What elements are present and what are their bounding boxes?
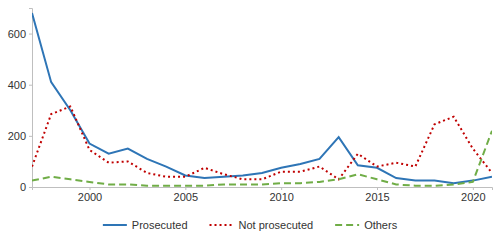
y-axis: 0 200 400 600 [8,9,33,194]
legend-label: Prosecuted [132,219,188,231]
x-tick-label: 2020 [461,191,485,203]
legend-item: Others [335,219,398,231]
y-tick-mark [29,85,32,86]
x-tick: 2015 [365,187,389,203]
x-tick-label: 2005 [174,191,198,203]
y-axis-line [29,9,33,188]
x-tick-label: 2015 [365,191,389,203]
legend-item: Prosecuted [103,219,188,231]
x-tick: 2020 [461,187,485,203]
x-axis-line [33,188,493,191]
y-tick-label: 600 [8,28,26,40]
y-tick-label: 400 [8,79,26,91]
series-line [32,13,492,183]
y-tick-mark [29,34,32,35]
x-tick-mark [185,187,186,190]
legend: Prosecuted Not prosecuted Others [103,219,398,231]
x-tick: 2000 [78,187,102,203]
legend-swatch [210,224,234,226]
x-tick-mark [377,187,378,190]
legend-item: Not prosecuted [210,219,314,231]
x-tick: 2010 [269,187,293,203]
x-tick-mark [473,187,474,190]
legend-swatch [103,224,127,226]
legend-label: Not prosecuted [239,219,314,231]
y-tick: 0 [20,181,32,193]
plot: 0 200 400 600 2000 2005 2010 2015 2020 [8,9,493,203]
y-tick-mark [29,187,32,188]
y-tick-label: 200 [8,130,26,142]
y-tick: 600 [8,28,32,40]
x-tick-mark [90,187,91,190]
y-tick: 400 [8,79,32,91]
chart: 0 200 400 600 2000 2005 2010 2015 2020 Prosecuted… [0,0,500,235]
series-line [32,131,492,186]
x-tick: 2005 [174,187,198,203]
legend-label: Others [364,219,398,231]
series-lines [32,13,492,186]
series-line [32,106,492,179]
legend-swatch [335,224,359,226]
y-tick-mark [29,136,32,137]
x-tick-label: 2000 [78,191,102,203]
y-tick-label: 0 [20,181,26,193]
x-axis: 2000 2005 2010 2015 2020 [33,187,493,203]
x-tick-mark [281,187,282,190]
y-tick: 200 [8,130,32,142]
x-tick-label: 2010 [269,191,293,203]
